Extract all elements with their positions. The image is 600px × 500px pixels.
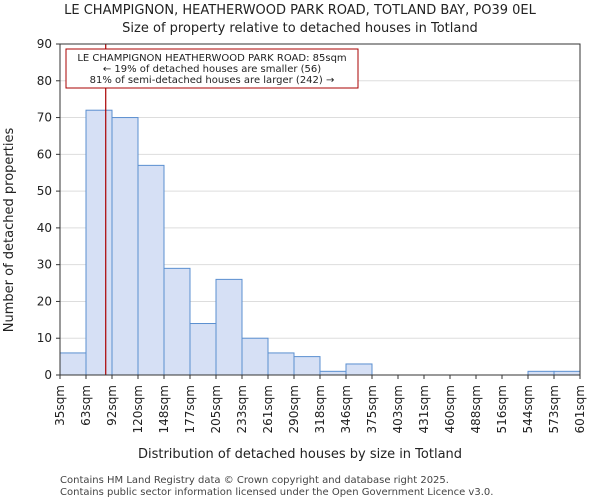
chart-title: LE CHAMPIGNON, HEATHERWOOD PARK ROAD, TO… <box>64 3 536 18</box>
x-tick-label: 601sqm <box>573 385 587 433</box>
bar <box>85 109 113 376</box>
bar <box>111 117 139 376</box>
x-tick-label: 205sqm <box>209 385 223 433</box>
bar <box>137 164 165 376</box>
bar <box>189 323 217 376</box>
bar <box>267 352 295 376</box>
bar <box>553 370 581 376</box>
x-axis-ticks: 35sqm 63sqm 92sqm 120sqm 148sqm 177sqm 205sqm 2… <box>53 375 587 433</box>
x-tick-label: 261sqm <box>261 385 275 433</box>
x-tick-label: 346sqm <box>339 385 353 433</box>
x-tick-label: 92sqm <box>105 385 119 426</box>
x-tick-label: 290sqm <box>287 385 301 433</box>
x-tick-label: 177sqm <box>183 385 197 433</box>
y-tick-label: 70 <box>37 111 52 125</box>
x-axis-label: Distribution of detached houses by size … <box>138 447 462 462</box>
x-tick-label: 233sqm <box>235 385 249 433</box>
x-tick-label: 488sqm <box>469 385 483 433</box>
x-tick-label: 403sqm <box>391 385 405 433</box>
annotation-line-2: ← 19% of detached houses are smaller (56… <box>103 64 321 75</box>
x-tick-label: 148sqm <box>157 385 171 433</box>
annotation-line-3: 81% of semi-detached houses are larger (… <box>90 75 335 86</box>
x-tick-label: 544sqm <box>521 385 535 433</box>
y-axis-ticks: 0 10 20 30 40 50 60 70 80 90 <box>37 37 60 382</box>
y-tick-label: 40 <box>37 221 52 235</box>
x-tick-label: 431sqm <box>417 385 431 433</box>
y-axis-label: Number of detached properties <box>2 128 17 333</box>
y-tick-label: 80 <box>37 74 52 88</box>
footer-line-2: Contains public sector information licen… <box>60 487 493 498</box>
y-tick-label: 90 <box>37 37 52 51</box>
bar <box>527 370 555 376</box>
annotation-box: LE CHAMPIGNON HEATHERWOOD PARK ROAD: 85s… <box>65 48 359 89</box>
y-tick-label: 10 <box>37 331 52 345</box>
y-tick-label: 20 <box>37 294 52 308</box>
x-tick-label: 516sqm <box>495 385 509 433</box>
bar <box>293 356 321 376</box>
x-tick-label: 120sqm <box>131 385 145 433</box>
bar <box>345 363 373 376</box>
bars <box>59 109 581 376</box>
annotation-border <box>65 48 359 89</box>
x-tick-label: 318sqm <box>313 385 327 433</box>
bar <box>319 370 347 376</box>
footer-line-1: Contains HM Land Registry data © Crown c… <box>60 475 449 486</box>
y-tick-label: 0 <box>44 368 52 382</box>
bar <box>215 278 243 376</box>
x-tick-label: 375sqm <box>365 385 379 433</box>
y-tick-label: 50 <box>37 184 52 198</box>
bar <box>59 352 87 376</box>
bar <box>163 267 191 376</box>
x-tick-label: 573sqm <box>547 385 561 433</box>
chart-subtitle: Size of property relative to detached ho… <box>122 21 478 36</box>
bar <box>241 337 269 376</box>
y-tick-label: 30 <box>37 258 52 272</box>
x-tick-label: 460sqm <box>443 385 457 433</box>
annotation-line-1: LE CHAMPIGNON HEATHERWOOD PARK ROAD: 85s… <box>77 53 346 64</box>
y-tick-label: 60 <box>37 147 52 161</box>
x-tick-label: 35sqm <box>53 385 67 426</box>
x-tick-label: 63sqm <box>79 385 93 426</box>
